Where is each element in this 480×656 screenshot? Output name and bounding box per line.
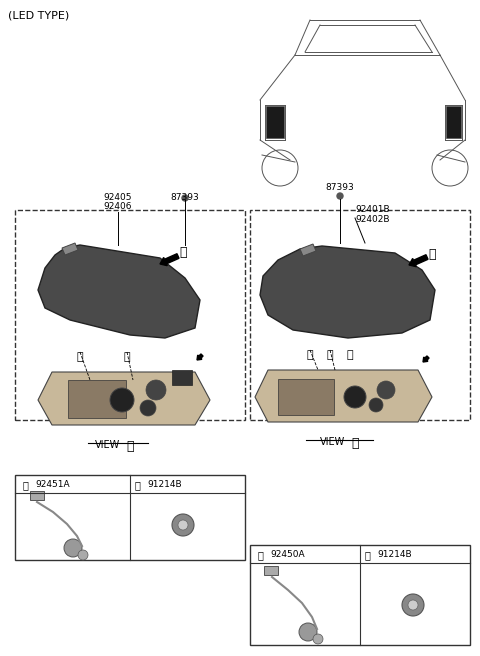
Text: (LED TYPE): (LED TYPE): [8, 10, 69, 20]
Circle shape: [78, 550, 88, 560]
Polygon shape: [446, 106, 461, 138]
Text: 92401B: 92401B: [355, 205, 390, 214]
Circle shape: [408, 600, 418, 610]
Polygon shape: [38, 372, 210, 425]
Circle shape: [64, 539, 82, 557]
Bar: [15, 475, 245, 560]
Text: VIEW: VIEW: [96, 440, 120, 450]
Circle shape: [182, 195, 188, 201]
Bar: [68, 380, 126, 418]
Text: ⓓ: ⓓ: [365, 550, 371, 560]
Circle shape: [313, 634, 323, 644]
Polygon shape: [255, 370, 432, 422]
Text: 92405: 92405: [104, 193, 132, 202]
Circle shape: [299, 623, 317, 641]
Bar: [250, 545, 470, 645]
Text: 92450A: 92450A: [270, 550, 305, 559]
Text: ⓑ: ⓑ: [135, 480, 141, 490]
Bar: [30, 491, 44, 500]
Text: ⓑ: ⓑ: [124, 352, 130, 362]
Text: Ⓑ: Ⓑ: [351, 437, 359, 450]
Polygon shape: [266, 106, 284, 138]
Text: ⓓ: ⓓ: [307, 350, 313, 360]
Bar: [264, 566, 278, 575]
FancyArrow shape: [409, 255, 428, 267]
Text: Ⓐ: Ⓐ: [126, 440, 134, 453]
Text: Ⓑ: Ⓑ: [428, 247, 436, 260]
FancyArrow shape: [423, 356, 429, 362]
Polygon shape: [62, 243, 78, 255]
Circle shape: [377, 381, 395, 399]
Text: ⓐ: ⓐ: [77, 352, 84, 362]
Text: 91214B: 91214B: [377, 550, 412, 559]
Text: VIEW: VIEW: [320, 437, 346, 447]
Text: 92402B: 92402B: [355, 215, 389, 224]
FancyArrow shape: [197, 354, 203, 360]
Text: 92406: 92406: [104, 202, 132, 211]
Text: ⓐ: ⓐ: [23, 480, 29, 490]
Text: ⓒ: ⓒ: [258, 550, 264, 560]
Circle shape: [344, 386, 366, 408]
Circle shape: [146, 380, 166, 400]
Circle shape: [402, 594, 424, 616]
Text: Ⓐ: Ⓐ: [179, 247, 187, 260]
Polygon shape: [300, 244, 316, 256]
Circle shape: [178, 520, 188, 530]
FancyArrow shape: [160, 254, 179, 266]
Text: ⓓ: ⓓ: [347, 350, 353, 360]
Circle shape: [140, 400, 156, 416]
Bar: [172, 370, 192, 385]
Circle shape: [369, 398, 383, 412]
Circle shape: [110, 388, 134, 412]
Polygon shape: [260, 246, 435, 338]
Text: 87393: 87393: [170, 193, 199, 202]
Circle shape: [172, 514, 194, 536]
Text: 91214B: 91214B: [147, 480, 181, 489]
Text: 92451A: 92451A: [35, 480, 70, 489]
Polygon shape: [38, 245, 200, 338]
Bar: [278, 379, 334, 415]
Circle shape: [337, 193, 343, 199]
Text: 87393: 87393: [325, 183, 354, 192]
Text: ⓒ: ⓒ: [327, 350, 333, 360]
